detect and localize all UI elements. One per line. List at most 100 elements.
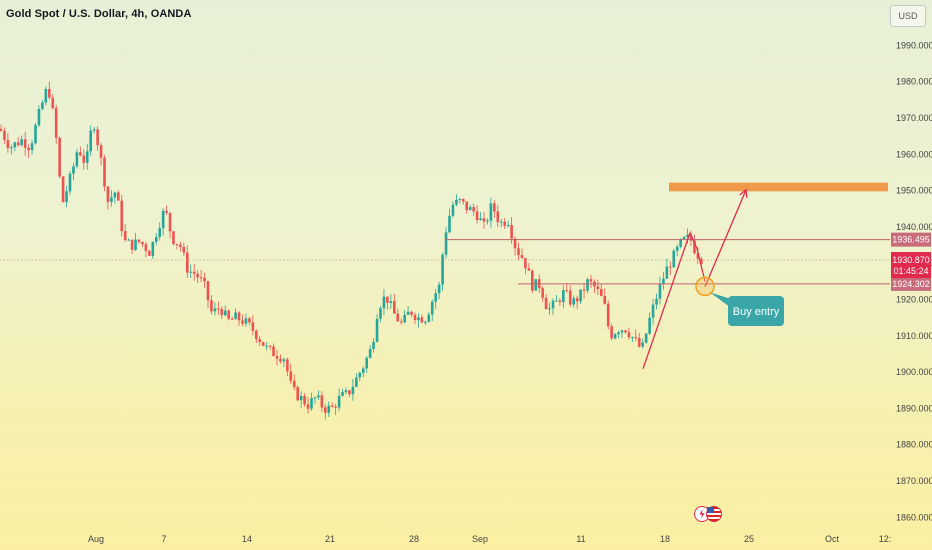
- bear-candle: [624, 329, 627, 334]
- resistance-zone-rect: [669, 182, 888, 192]
- bear-candle: [565, 282, 569, 293]
- bull-candle: [403, 310, 406, 324]
- bear-candle: [303, 393, 306, 407]
- us-flag-event-icon[interactable]: [706, 506, 722, 522]
- bear-candle: [544, 293, 548, 310]
- bear-candle: [410, 310, 413, 318]
- bear-candle: [16, 136, 20, 147]
- bear-candle: [634, 329, 638, 342]
- bull-candle: [572, 295, 575, 308]
- bull-candle: [310, 392, 313, 411]
- bear-candle: [58, 136, 61, 179]
- bull-candle: [44, 86, 48, 106]
- bear-candle: [627, 327, 631, 340]
- bull-candle: [65, 185, 68, 208]
- bear-candle: [510, 217, 513, 244]
- price-tick-label: 1960.000: [896, 149, 932, 159]
- entry-circle: [695, 276, 715, 297]
- price-tick-label: 1970.000: [896, 113, 932, 123]
- bull-candle: [620, 329, 624, 338]
- resistance-zone: [669, 182, 888, 192]
- buy-entry-annotation[interactable]: Buy entry: [695, 276, 784, 326]
- bear-candle: [493, 200, 496, 218]
- price-tick-label: 1950.000: [896, 186, 932, 196]
- bull-candle: [534, 279, 538, 291]
- bull-candle: [134, 232, 137, 252]
- time-tick-label: 11: [576, 534, 585, 544]
- bull-candle: [382, 289, 386, 316]
- chart-title: Gold Spot / U.S. Dollar, 4h, OANDA: [6, 8, 192, 20]
- bear-candle: [603, 288, 607, 305]
- bull-candle: [468, 204, 472, 211]
- time-tick-label: 14: [242, 534, 252, 544]
- projection-arrow-line: [704, 189, 747, 288]
- bear-candle: [79, 146, 82, 157]
- projection-arrow-head: [739, 188, 748, 198]
- bear-candle: [306, 396, 310, 414]
- time-tick-label: 28: [409, 534, 419, 544]
- bull-candle: [548, 302, 551, 315]
- bull-candle: [223, 305, 227, 317]
- bull-candle: [448, 208, 451, 234]
- current-price-text: 1930.870: [892, 255, 930, 265]
- bull-candle: [361, 366, 365, 378]
- bull-candle: [365, 356, 368, 374]
- bear-candle: [123, 224, 127, 242]
- countdown-text: 01:45:24: [893, 266, 928, 276]
- pullback-line: [689, 232, 706, 282]
- bull-candle: [375, 313, 379, 343]
- bear-candle: [330, 402, 334, 408]
- bull-candle: [189, 264, 193, 279]
- bear-candle: [210, 294, 213, 315]
- bear-candle: [606, 300, 610, 330]
- bear-candle: [199, 270, 203, 283]
- bull-candle: [299, 391, 303, 408]
- bear-candle: [237, 311, 241, 326]
- bull-candle: [658, 276, 662, 305]
- bull-candle: [665, 258, 669, 279]
- bear-candle: [348, 389, 351, 398]
- bear-candle: [175, 243, 179, 250]
- currency-selector[interactable]: USD: [890, 5, 926, 27]
- bull-candle: [20, 135, 23, 147]
- bear-candle: [172, 230, 175, 246]
- bear-candle: [465, 201, 469, 214]
- bear-candle: [558, 297, 562, 307]
- bull-candle: [437, 281, 441, 300]
- bear-candle: [141, 241, 144, 248]
- bull-candle: [555, 294, 558, 302]
- time-axis[interactable]: Aug 7 14 21 28 Sep 11 18 25 Oct 12:: [88, 534, 891, 544]
- bull-candle: [127, 238, 130, 241]
- bear-candle: [23, 131, 27, 156]
- time-tick-label: 7: [161, 534, 166, 544]
- bear-candle: [227, 309, 230, 321]
- bull-candle: [30, 139, 34, 155]
- callout-text: Buy entry: [733, 306, 780, 318]
- bear-candle: [696, 246, 700, 264]
- bull-candle: [341, 388, 344, 397]
- bull-candle: [489, 197, 493, 228]
- bear-candle: [241, 314, 244, 327]
- bear-candle: [482, 211, 486, 229]
- bear-candle: [600, 284, 603, 297]
- bull-candle: [89, 125, 92, 156]
- bear-candle: [568, 285, 572, 307]
- bear-candle: [396, 308, 400, 322]
- bull-candle: [586, 277, 589, 294]
- bear-candle: [103, 154, 106, 192]
- horizontal-levels: [0, 239, 890, 285]
- bear-candle: [320, 390, 324, 412]
- bull-candle: [37, 105, 41, 127]
- bull-candle: [72, 162, 75, 181]
- bear-candle: [386, 296, 389, 310]
- price-tick-label: 1870.000: [896, 476, 932, 486]
- bear-candle: [275, 350, 279, 366]
- bear-candle: [6, 132, 10, 153]
- bear-candle: [286, 357, 289, 377]
- bear-candle: [689, 230, 693, 246]
- time-tick-label: Sep: [472, 534, 488, 544]
- bear-candle: [217, 301, 220, 315]
